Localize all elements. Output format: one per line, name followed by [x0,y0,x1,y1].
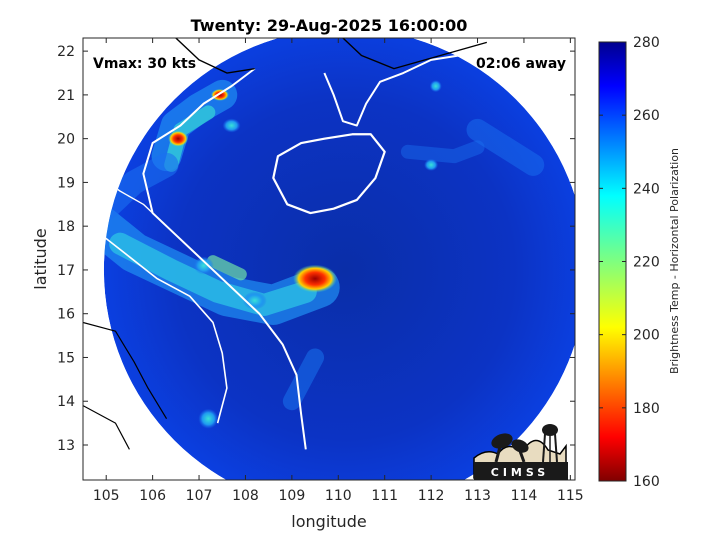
colorbar-tick-label: 180 [633,401,660,417]
outer-coastlines [83,38,488,450]
colorbar-tick-label: 260 [633,108,660,124]
outer-border [83,321,168,420]
cloud-band [282,348,325,411]
x-tick-label: 109 [279,488,306,504]
outer-border [83,405,130,450]
colorbar-tick-label: 160 [633,474,660,490]
y-tick-label: 20 [57,132,75,148]
x-tick-label: 107 [186,488,213,504]
convective-cell [198,408,219,429]
convective-cell [193,256,214,275]
y-tick-label: 22 [57,44,75,60]
x-tick-label: 108 [232,488,259,504]
y-tick-label: 13 [57,438,75,454]
y-axis-ticks: 22 21 20 19 18 17 16 15 14 13 [57,44,575,454]
satellite-swath [103,38,575,480]
cloud-band [164,105,216,172]
x-tick-label: 112 [418,488,445,504]
vietnam-coastline [142,67,307,450]
vmax-label: Vmax: 30 kts [93,56,196,72]
colorbar-label: Brightness Temp - Horizontal Polarizatio… [668,148,681,374]
swath-disk [103,38,575,480]
outer-coastline [342,38,488,70]
convective-cell [210,88,229,101]
x-tick-label: 105 [93,488,120,504]
axes-frame [82,37,576,481]
x-tick-label: 111 [371,488,398,504]
inland-border [103,234,228,424]
cloud-bands [103,79,545,411]
storm-core [293,264,338,293]
cloud-band [206,255,247,281]
convective-cell [168,130,189,147]
x-axis-ticks: 105 106 107 108 109 110 111 112 113 114 115 [93,38,584,504]
colorbar-ticks: 280 260 240 220 200 180 160 [599,35,660,490]
x-tick-label: 114 [511,488,538,504]
y-axis-label: latitude [31,228,50,289]
outer-coastline [175,38,255,74]
y-tick-label: 17 [57,263,75,279]
y-tick-label: 21 [57,88,75,104]
satellite-dish-icon [491,433,529,463]
cimss-logo: CIMSS [473,424,568,480]
y-tick-label: 16 [57,307,75,323]
water-tower-icon [542,424,558,463]
y-tick-label: 14 [57,394,75,410]
coastlines [103,45,488,450]
colorbar-tick-label: 240 [633,181,660,197]
convective-cell [222,118,241,133]
y-tick-label: 18 [57,219,75,235]
x-tick-label: 110 [325,488,352,504]
convective-cell [429,80,442,93]
cloud-band [400,140,485,164]
cloud-band [466,118,545,176]
china-coastline [323,45,488,127]
colorbar [598,41,627,482]
y-tick-label: 19 [57,175,75,191]
cloud-band [103,152,179,221]
convective-cell [242,291,267,310]
x-tick-label: 113 [464,488,491,504]
convective-cell [424,158,439,171]
time-away-label: 02:06 away [476,56,566,72]
map-area [83,38,575,480]
x-tick-label: 106 [139,488,166,504]
hainan-coastline [272,133,386,215]
x-tick-label: 115 [557,488,584,504]
logo-text: CIMSS [491,466,549,479]
convective-cells [168,80,442,429]
x-axis-label: longitude [291,512,366,531]
chart-title: Twenty: 29-Aug-2025 16:00:00 [191,16,468,35]
y-tick-label: 15 [57,350,75,366]
colorbar-tick-label: 280 [633,35,660,51]
cloud-band [109,232,317,316]
colorbar-tick-label: 220 [633,255,660,271]
colorbar-tick-label: 200 [633,328,660,344]
